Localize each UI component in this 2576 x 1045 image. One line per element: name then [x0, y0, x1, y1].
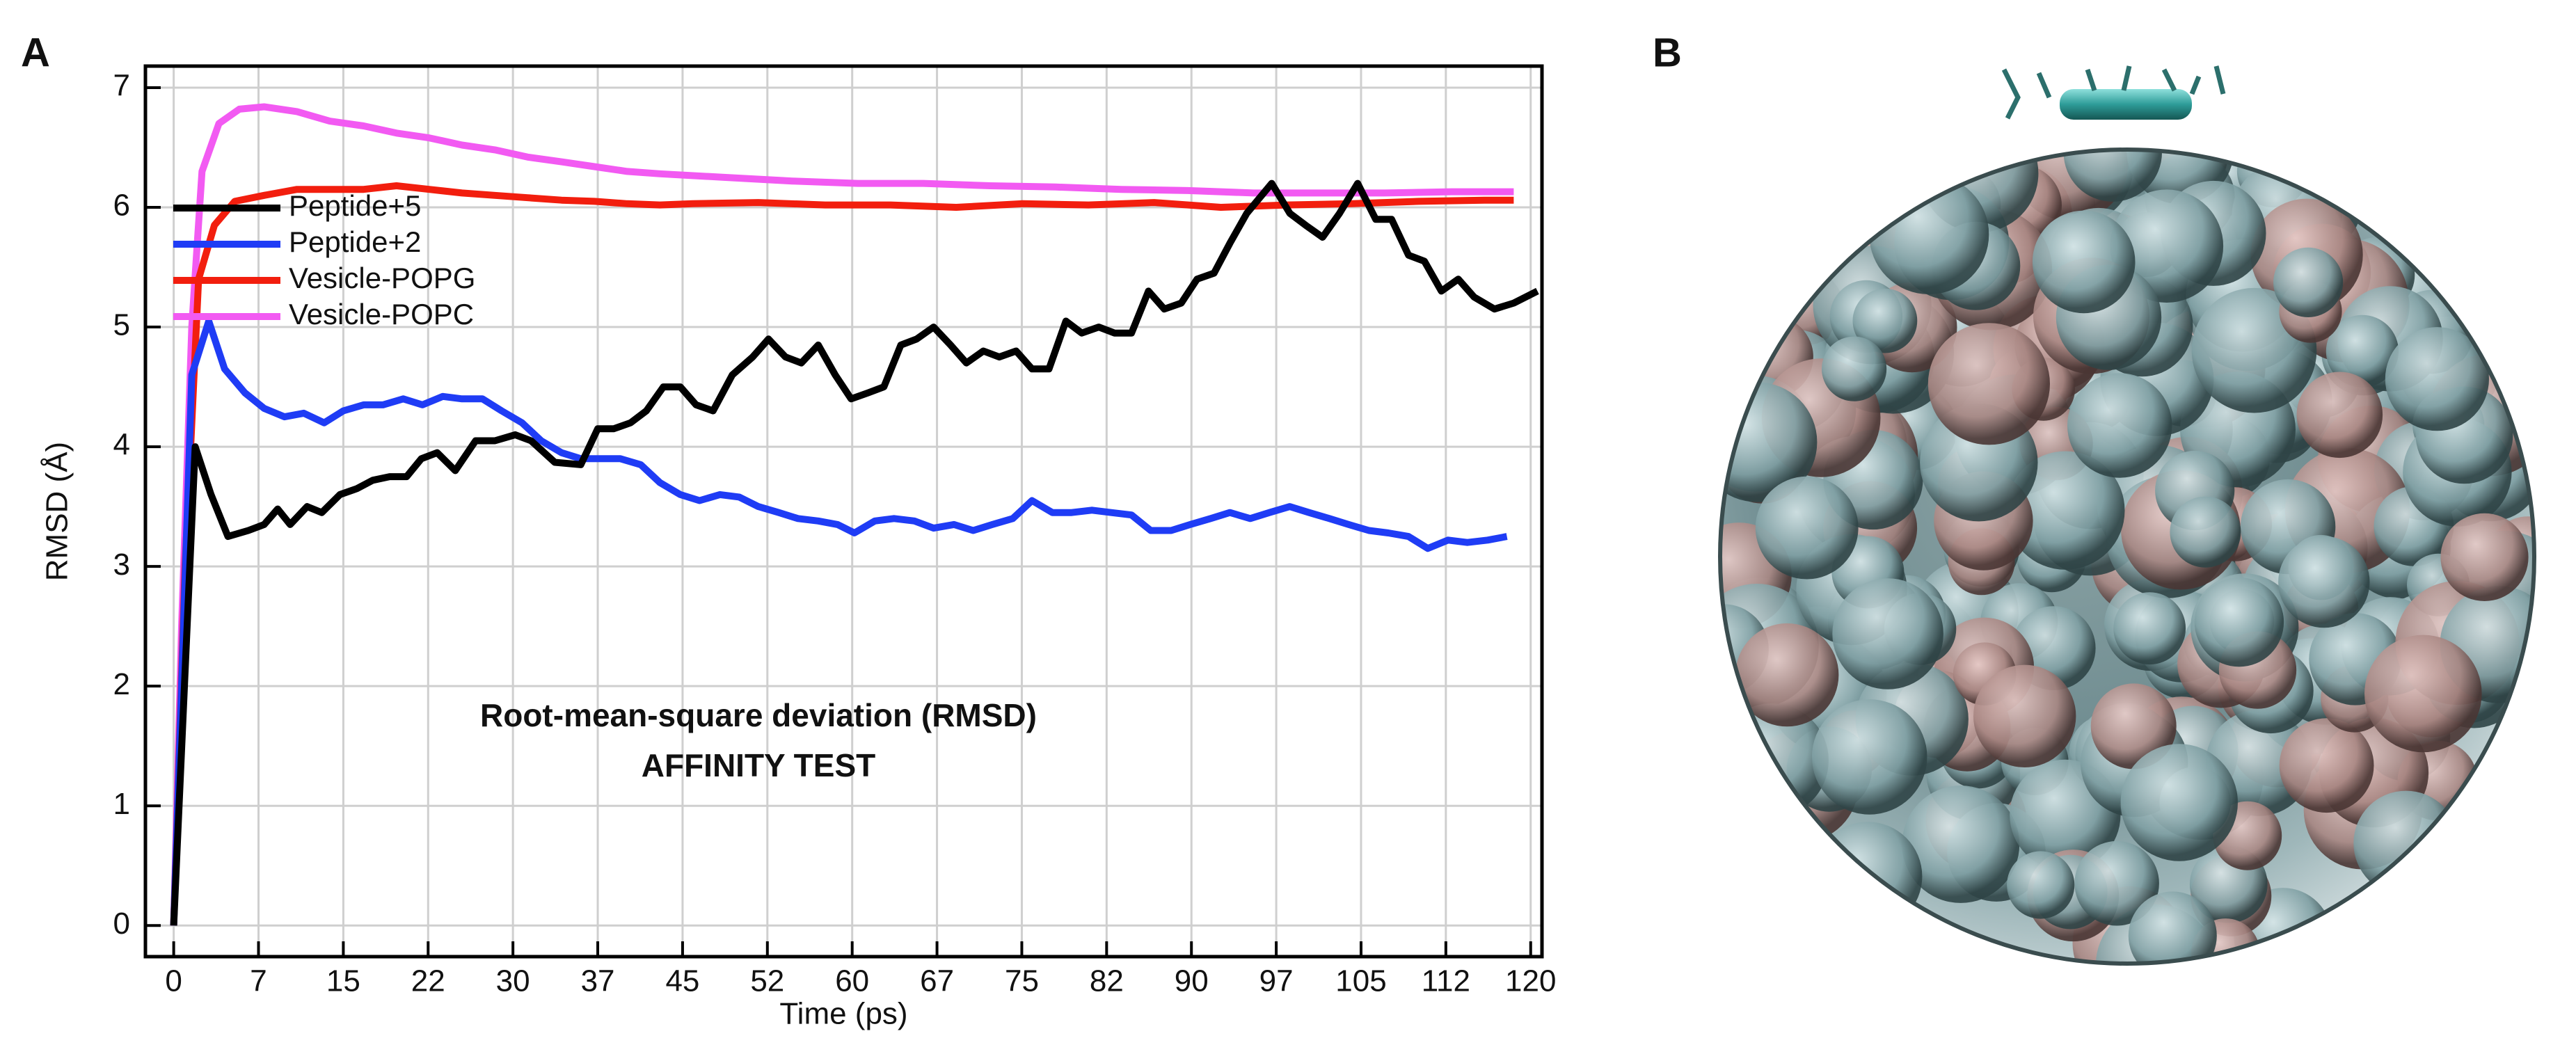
legend-label: Peptide+2	[289, 225, 421, 258]
x-tick-label: 22	[411, 964, 445, 998]
surface-lobe	[2007, 851, 2075, 919]
surface-lobe	[2325, 314, 2399, 388]
surface-lobe	[2074, 840, 2159, 926]
surface-lobe	[2440, 513, 2529, 602]
surface-lobe	[2385, 327, 2489, 431]
y-tick-label: 4	[113, 428, 130, 462]
surface-lobe	[1927, 323, 2050, 445]
surface-lobe	[1822, 336, 1887, 401]
surface-lobe	[1735, 623, 1839, 727]
x-tick-label: 60	[835, 964, 869, 998]
surface-lobe	[1852, 288, 1918, 353]
surface-lobe	[1811, 699, 1927, 815]
x-tick-label: 75	[1005, 964, 1039, 998]
series-line	[170, 180, 1539, 926]
y-axis-label: RMSD (Å)	[40, 442, 74, 581]
surface-lobe	[1813, 822, 1923, 931]
x-tick-label: 120	[1505, 964, 1556, 998]
x-tick-label: 112	[1422, 964, 1470, 998]
surface-lobe	[2063, 150, 2163, 202]
panel-label: A	[21, 30, 50, 75]
x-tick-label: 37	[581, 964, 615, 998]
y-tick-label: 1	[113, 787, 130, 821]
panel-label: B	[1653, 30, 1682, 75]
vesicle-surface	[1720, 150, 2534, 964]
y-tick-label: 0	[113, 907, 130, 941]
annotation: AFFINITY TEST	[642, 747, 876, 783]
surface-lobe	[2113, 592, 2186, 665]
surface-lobe	[2364, 635, 2482, 753]
surface-lobe	[1755, 476, 1859, 580]
vesicle-outline	[1718, 147, 2536, 966]
surface-lobe	[2128, 891, 2217, 964]
y-tick-label: 6	[113, 189, 130, 223]
x-tick-label: 52	[750, 964, 784, 998]
legend-label: Peptide+5	[289, 189, 421, 222]
x-tick-label: 15	[326, 964, 360, 998]
surface-lobe	[1832, 578, 1943, 689]
x-tick-label: 0	[165, 964, 182, 998]
x-tick-label: 45	[665, 964, 699, 998]
surface-lobe	[2067, 373, 2172, 478]
y-tick-label: 2	[113, 667, 130, 701]
x-tick-label: 7	[250, 964, 267, 998]
series-line	[170, 182, 1514, 926]
x-tick-label: 90	[1175, 964, 1209, 998]
surface-lobe	[2194, 577, 2284, 667]
surface-lobe	[1902, 785, 2020, 903]
y-tick-label: 5	[113, 308, 130, 342]
surface-lobe	[2296, 372, 2383, 458]
surface-lobe	[2278, 536, 2370, 628]
surface-lobe	[1973, 664, 2076, 767]
annotation: Root-mean-square deviation (RMSD)	[480, 697, 1037, 733]
plot-frame	[143, 64, 1544, 959]
surface-lobe	[2006, 451, 2125, 570]
vesicle-image	[1718, 65, 2536, 966]
surface-lobe	[2120, 744, 2238, 861]
x-tick-label: 97	[1259, 964, 1294, 998]
peptide-sidechains	[2001, 65, 2226, 120]
x-axis-label: Time (ps)	[779, 997, 907, 1031]
surface-lobe	[2279, 718, 2374, 813]
surface-lobe	[2170, 496, 2241, 568]
x-tick-label: 30	[496, 964, 530, 998]
x-tick-label: 82	[1090, 964, 1124, 998]
y-tick-label: 3	[113, 548, 130, 582]
legend-label: Vesicle-POPG	[289, 262, 475, 294]
legend-label: Vesicle-POPC	[289, 298, 474, 330]
x-tick-label: 105	[1335, 964, 1386, 998]
x-tick-label: 67	[920, 964, 954, 998]
series-line	[170, 317, 1508, 926]
surface-lobe	[2090, 683, 2177, 769]
peptide-helix	[2060, 89, 2192, 120]
surface-lobe	[2032, 210, 2136, 314]
surface-lobe	[2273, 247, 2344, 317]
surface-lobe	[1869, 175, 1989, 294]
series-line	[170, 103, 1514, 926]
y-tick-label: 7	[113, 69, 130, 103]
surface-lobe	[2353, 790, 2459, 896]
peptide	[2001, 65, 2226, 120]
